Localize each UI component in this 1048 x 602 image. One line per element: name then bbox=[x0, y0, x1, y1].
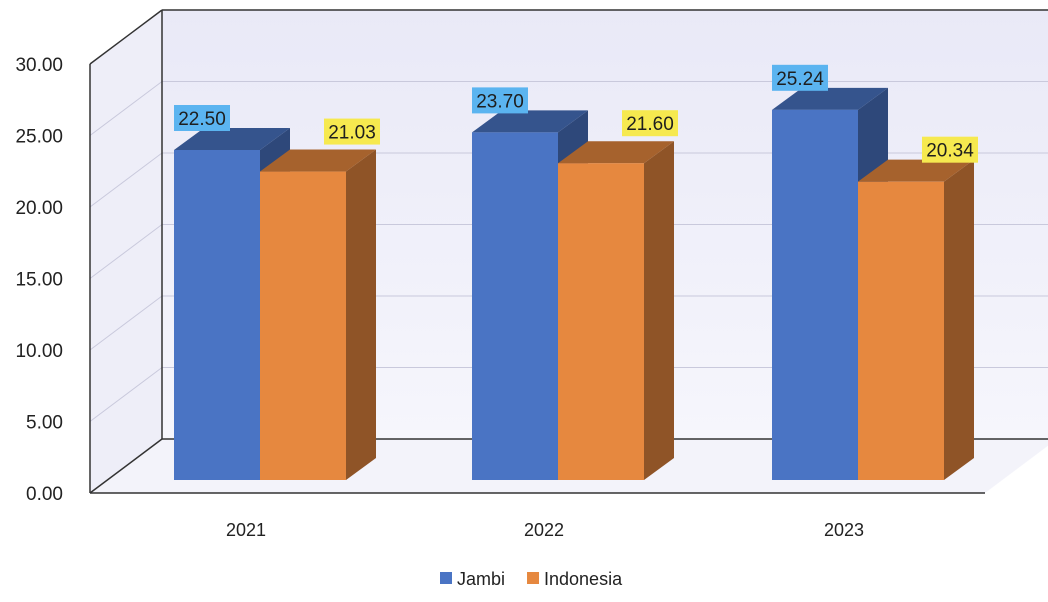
data-label-bg-indonesia-2021 bbox=[324, 118, 380, 145]
x-tick-label-2022: 2022 bbox=[524, 520, 564, 540]
bar-jambi-2023 bbox=[772, 109, 858, 481]
data-label-indonesia-2023: 20.34 bbox=[926, 141, 974, 162]
y-tick-label: 10.00 bbox=[15, 341, 63, 362]
bar-side-indonesia-2022 bbox=[644, 141, 674, 480]
data-label-bg-indonesia-2023 bbox=[922, 136, 978, 163]
legend-swatch-jambi bbox=[440, 572, 452, 584]
bar-indonesia-2022 bbox=[558, 163, 644, 480]
bar-top-jambi-2023 bbox=[772, 87, 888, 110]
y-tick-label: 30.00 bbox=[15, 55, 63, 76]
gridline-side bbox=[89, 367, 163, 422]
bar-top-indonesia-2021 bbox=[260, 149, 376, 172]
floor-edge-line bbox=[89, 438, 163, 494]
x-tick-label-2023: 2023 bbox=[824, 520, 864, 540]
data-label-bg-jambi-2023 bbox=[772, 64, 828, 91]
bar-side-indonesia-2021 bbox=[346, 149, 376, 480]
data-label-jambi-2023: 25.24 bbox=[776, 69, 824, 90]
top-edge-line bbox=[89, 9, 163, 65]
gridline-side bbox=[89, 81, 163, 136]
bar-jambi-2022 bbox=[472, 132, 558, 480]
y-tick-label: 20.00 bbox=[15, 198, 63, 219]
legend-swatch-indonesia bbox=[527, 572, 540, 584]
legend-label-jambi: Jambi bbox=[457, 569, 505, 589]
data-label-indonesia-2021: 21.03 bbox=[328, 123, 376, 144]
bar-side-indonesia-2023 bbox=[944, 159, 974, 480]
y-tick-label: 0.00 bbox=[26, 484, 63, 505]
bar-top-jambi-2021 bbox=[174, 128, 290, 150]
y-tick-label: 15.00 bbox=[15, 270, 63, 291]
bar-jambi-2021 bbox=[174, 150, 260, 480]
data-label-bg-indonesia-2022 bbox=[622, 110, 678, 137]
y-tick-label: 5.00 bbox=[26, 413, 63, 434]
data-label-jambi-2022: 23.70 bbox=[476, 91, 524, 112]
data-label-bg-jambi-2021 bbox=[174, 105, 230, 131]
legend-label-indonesia: Indonesia bbox=[544, 569, 623, 589]
gridline-side bbox=[89, 295, 163, 351]
bar-top-jambi-2022 bbox=[472, 110, 588, 133]
bar-indonesia-2021 bbox=[260, 171, 346, 480]
bar-top-indonesia-2023 bbox=[858, 159, 974, 182]
gridline-side bbox=[89, 224, 163, 279]
x-tick-label-2021: 2021 bbox=[226, 520, 266, 540]
data-label-indonesia-2022: 21.60 bbox=[626, 114, 674, 135]
bar-top-indonesia-2022 bbox=[558, 141, 674, 164]
bar-indonesia-2023 bbox=[858, 181, 944, 480]
data-label-bg-jambi-2022 bbox=[472, 87, 528, 114]
data-label-jambi-2021: 22.50 bbox=[178, 109, 226, 130]
y-tick-label: 25.00 bbox=[15, 127, 63, 148]
gridline-side bbox=[89, 152, 163, 208]
